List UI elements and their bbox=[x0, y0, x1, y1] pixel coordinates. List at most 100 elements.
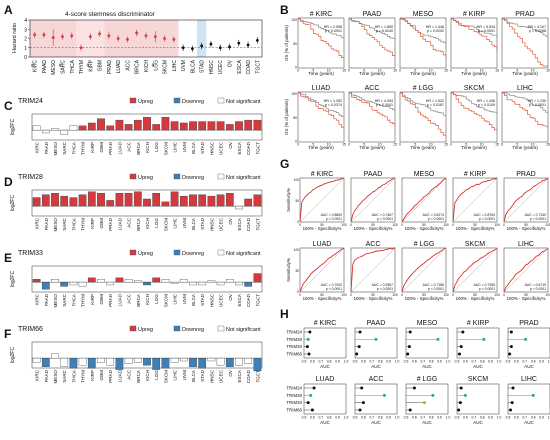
auc-xlabel: AUC bbox=[524, 420, 534, 425]
km-hr: HR = 1.446 bbox=[477, 99, 495, 103]
bar bbox=[69, 125, 78, 131]
km-xtick: 0 bbox=[501, 143, 503, 147]
panel-c-bars: TRIM24 Upreg Downreg Not significant log2FC K… bbox=[10, 97, 263, 156]
bar bbox=[161, 117, 170, 131]
panel-label-D: D bbox=[4, 175, 13, 189]
auc-title: # KIRC bbox=[314, 320, 337, 327]
auc-frame bbox=[354, 383, 398, 415]
bar bbox=[207, 280, 216, 283]
km-xlabel: Time (years) bbox=[359, 71, 385, 76]
km-p: p = 0.0167 bbox=[427, 103, 444, 107]
bar bbox=[152, 193, 161, 207]
roc-frame bbox=[452, 247, 498, 293]
bar bbox=[41, 129, 50, 134]
auc-point bbox=[358, 330, 362, 334]
km-xtick: 5 bbox=[414, 143, 416, 147]
cancer-label: LIHC bbox=[173, 293, 178, 304]
hr-point bbox=[218, 46, 222, 50]
auc-point bbox=[509, 345, 513, 349]
roc-auc: AUC = 0.7467 bbox=[372, 213, 394, 217]
km-xtick: 15 bbox=[342, 143, 346, 147]
km-ytick: 50 bbox=[293, 42, 297, 46]
roc-auc: AUC = 0.7340 bbox=[525, 213, 547, 217]
km-p: p = 0.0109 bbox=[478, 103, 495, 107]
km-xtick: 0 bbox=[399, 69, 401, 73]
roc-p: p < 0.0001 bbox=[377, 217, 393, 221]
legend-swatch bbox=[129, 97, 137, 104]
cancer-label: UVM bbox=[182, 294, 187, 304]
roc-auc: AUC = 0.7186 bbox=[423, 283, 445, 287]
roc-xtick: 50 bbox=[473, 223, 477, 227]
auc-point bbox=[458, 401, 462, 405]
km-xlabel: Time (years) bbox=[308, 71, 334, 76]
auc-xtick: 0.6 bbox=[412, 360, 417, 364]
hr-point bbox=[98, 32, 101, 36]
bar bbox=[32, 197, 41, 207]
bar bbox=[207, 195, 216, 207]
roc-frame bbox=[350, 247, 396, 293]
auc-xtick: 0.8 bbox=[480, 360, 485, 364]
auc-point bbox=[459, 345, 463, 349]
km-xtick: 10 bbox=[378, 69, 382, 73]
bar bbox=[143, 198, 151, 207]
axis-frame bbox=[31, 265, 263, 293]
auc-xtick: 0.8 bbox=[531, 360, 536, 364]
roc-xtick: 100 bbox=[494, 293, 500, 297]
km-xtick: 15 bbox=[393, 143, 397, 147]
bar bbox=[244, 119, 253, 131]
auc-xlabel: AUC bbox=[473, 420, 483, 425]
roc-diagonal bbox=[401, 247, 447, 293]
cancer-label: SKCM bbox=[163, 294, 168, 307]
bar bbox=[152, 124, 161, 131]
roc-xlabel: 100% - Specificity% bbox=[405, 226, 444, 231]
cancer-label: KIRP bbox=[88, 59, 94, 71]
bar bbox=[244, 281, 253, 287]
auc-point bbox=[436, 337, 440, 341]
cancer-label: LGG bbox=[154, 294, 159, 304]
km-frame bbox=[399, 91, 447, 143]
auc-plot-lgg: # LGG 0.5 0.6 0.7 0.8 0.9 1.0 AUC bbox=[404, 376, 451, 425]
auc-xtick: 0.6 bbox=[310, 360, 315, 364]
hr-point bbox=[191, 47, 194, 51]
roc-title: # KIRC bbox=[311, 171, 334, 178]
km-xtick: 5 bbox=[363, 69, 365, 73]
roc-diagonal bbox=[299, 247, 345, 293]
y-axis-label: log2FC bbox=[10, 347, 16, 364]
cancer-label: BRCA bbox=[136, 217, 141, 231]
km-xtick: 10 bbox=[480, 143, 484, 147]
roc-xtick: 0 bbox=[452, 223, 454, 227]
bar bbox=[115, 277, 124, 283]
cancer-label: PRAD bbox=[107, 60, 113, 74]
bar bbox=[143, 281, 151, 286]
bar bbox=[60, 195, 69, 207]
cancer-label: OV bbox=[228, 59, 234, 67]
panel-a: 4 3 2 1 0 Hazard ratio 4-score stemness discri… bbox=[12, 11, 263, 75]
km-frame bbox=[450, 91, 498, 143]
km-xlabel: Time (years) bbox=[359, 145, 385, 150]
bar bbox=[60, 357, 69, 367]
hr-point bbox=[181, 46, 185, 50]
auc-xtick: 1.0 bbox=[497, 416, 502, 420]
bar bbox=[179, 279, 188, 283]
bar bbox=[78, 125, 87, 131]
auc-point bbox=[431, 393, 435, 397]
roc-diagonal bbox=[503, 177, 549, 223]
auc-plot-skcm: SKCM 0.5 0.6 0.7 0.8 0.9 1.0 AUC bbox=[455, 376, 502, 425]
auc-xtick: 0.9 bbox=[488, 360, 493, 364]
auc-xtick: 0.8 bbox=[327, 416, 332, 420]
bar bbox=[216, 281, 225, 286]
auc-xtick: 0.5 bbox=[353, 360, 358, 364]
roc-p: p < 0.0001 bbox=[326, 217, 342, 221]
cancer-label: OV bbox=[228, 293, 233, 301]
gene-title: TRIM66 bbox=[18, 326, 43, 333]
cancer-label: KIRC bbox=[35, 293, 40, 305]
bar bbox=[133, 357, 142, 363]
cancer-label: LGG bbox=[154, 218, 159, 228]
auc-xlabel: AUC bbox=[422, 364, 432, 369]
